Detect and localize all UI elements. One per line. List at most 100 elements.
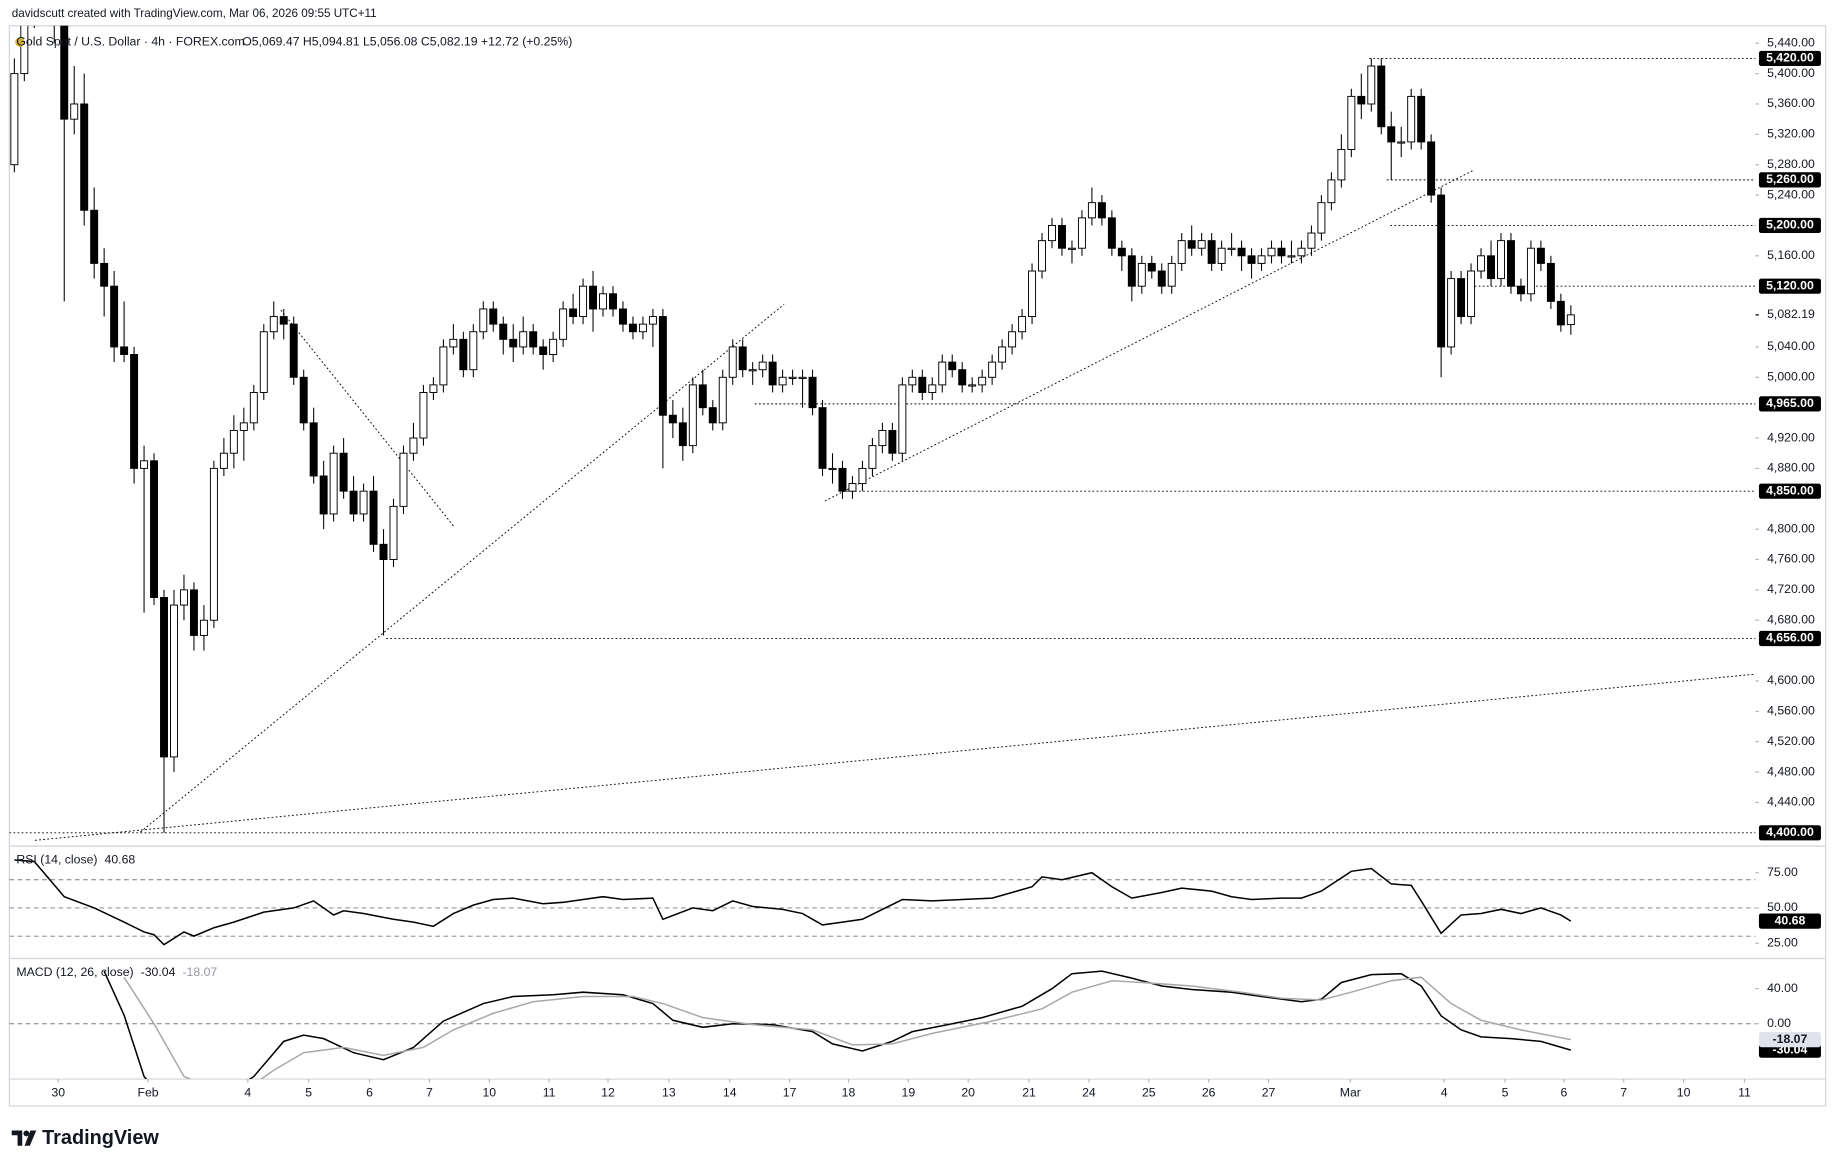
candle-body [539,346,548,355]
y-tick-label: 5,400.00 [1767,66,1815,80]
y-tick-label: 40.00 [1767,981,1798,995]
x-tick-label: 11 [543,1085,556,1099]
candle-body [1117,247,1126,257]
candle-body [269,316,278,333]
candle-body [1157,270,1166,287]
level-box [1758,396,1821,412]
logo-mark [24,1130,37,1146]
candle-body [1187,240,1196,249]
candle-body [1247,255,1256,264]
macd-pane [9,970,1756,1080]
level-label: 4,656.00 [1766,631,1814,645]
candle-body [389,505,398,560]
logo-mark [11,1130,23,1146]
y-tick-label: 0.00 [1767,1016,1791,1030]
candle-body [120,346,129,355]
y-tick-label: 4,720.00 [1767,582,1815,596]
x-tick-label: 4 [244,1085,251,1099]
candle-body [379,543,388,560]
candle-body [1097,202,1106,219]
candle-body [1387,126,1396,143]
level-box [1758,50,1821,67]
candle-body [1048,224,1056,242]
credit: davidscutt created with TradingView.com,… [12,7,377,20]
y-tick-label: 4,520.00 [1767,734,1815,748]
x-tick-label: 11 [1738,1085,1751,1099]
x-tick-label: 5 [1502,1085,1509,1099]
candle-body [968,384,977,387]
candle-body [160,596,168,758]
candle-body [1556,300,1565,326]
candle-body [1197,240,1206,249]
candle-body [1516,285,1525,295]
candle-body [848,483,857,492]
logo [11,1130,37,1146]
candle-body [459,338,468,371]
candle-body [509,338,518,348]
indicator-line [103,970,1572,1080]
candle-body [70,103,79,120]
brand: TradingView [42,1127,159,1149]
x-tick-label: 13 [662,1085,676,1099]
x-tick-label: 25 [1142,1085,1156,1099]
indicator-line [123,976,1572,1080]
y-tick-label: 25.00 [1767,935,1798,949]
candle-body [559,308,568,340]
candle-body [150,460,159,598]
candle-body [1467,270,1476,318]
candle-body [898,384,907,454]
candle-body [868,445,877,469]
candle-body [1147,262,1156,272]
candle-body [908,376,917,386]
candle-body [329,452,338,515]
symbol: Gold Spot / U.S. Dollar · 4h · FOREX.com [16,34,244,48]
candle-body [1287,255,1296,258]
candle-body [1377,65,1386,128]
candle-body [140,460,149,469]
y-tick-label: 4,880.00 [1767,461,1815,475]
y-tick-label: 75.00 [1767,865,1798,879]
y-tick-label: 4,440.00 [1767,795,1815,809]
candle-body [1008,331,1017,348]
candle-body [678,422,687,447]
x-tick-label: 21 [1022,1085,1036,1099]
level-box [1758,825,1821,841]
candle-body [90,209,99,264]
candle-body [1566,314,1575,326]
candle-body [708,407,717,424]
candle-body [1546,262,1555,302]
candle-body [838,467,847,492]
candle-body [1337,149,1346,181]
candle-body [209,467,218,621]
candle-body [1536,247,1545,264]
y-tick-label: 5,280.00 [1767,157,1815,171]
candle-body [299,376,308,424]
candle-body [489,308,498,325]
candle-body [1257,255,1266,264]
candle-body [1317,202,1326,234]
indicator-line [14,859,1572,946]
y-tick-label: 4,800.00 [1767,521,1815,535]
x-tick-label: 10 [482,1085,496,1099]
candle-body [289,323,298,378]
candle-body [229,429,238,454]
value-box [1758,913,1821,929]
x-tick-label: 30 [51,1085,65,1099]
candle-body [1487,255,1495,280]
candle-body [1357,95,1366,105]
x-tick-label: 7 [426,1085,433,1099]
candle-body [170,604,178,758]
candle-body [529,331,538,348]
x-tick-label: 14 [723,1085,737,1099]
rsi-pane [9,859,1756,946]
candle-body [938,361,947,386]
candle-body [1297,247,1306,257]
candle-body [549,338,558,355]
candle-body [918,376,927,393]
candle-body [100,262,109,287]
candle-body [858,467,867,485]
candle-body [1217,247,1226,264]
candle-body [768,361,777,386]
candle-body [1497,240,1505,280]
